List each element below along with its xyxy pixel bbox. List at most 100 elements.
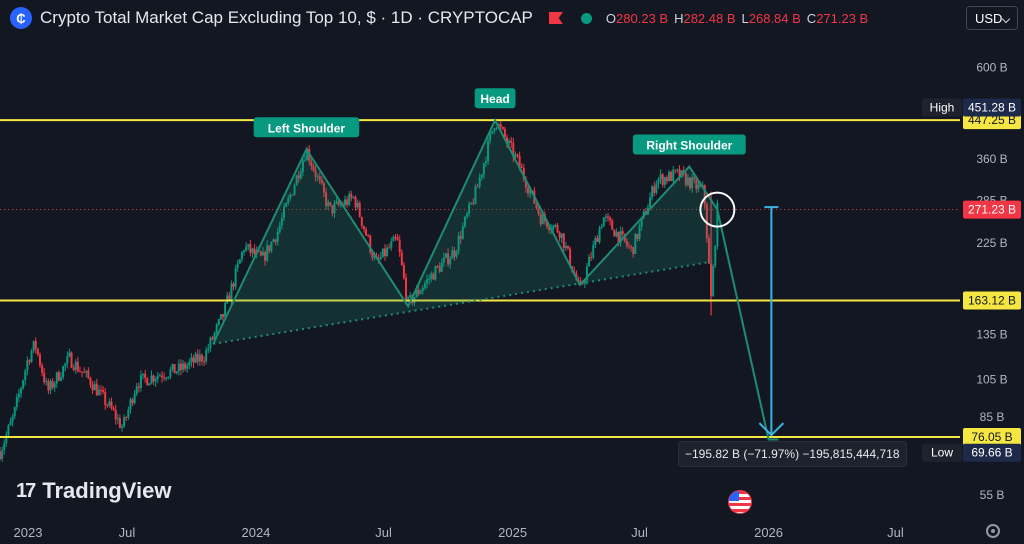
candle-body [32, 340, 35, 352]
candle-body [186, 365, 189, 369]
candle-body [548, 226, 551, 230]
flag-icon[interactable] [548, 12, 563, 24]
level-tag-1-bg [963, 291, 1021, 310]
candle-body [121, 426, 124, 428]
candle-body [335, 201, 338, 204]
x-tick-label: Jul [631, 525, 648, 540]
pattern-label-bg [253, 117, 360, 138]
candle-body [482, 163, 485, 175]
candle-body [674, 169, 677, 171]
candle-body [657, 179, 660, 184]
candle-body [158, 375, 161, 377]
candle-body [28, 360, 31, 362]
ohlc-values: O280.23 B H282.48 B L268.84 B C271.23 B [605, 10, 869, 26]
candle-body [240, 252, 243, 260]
candle-body [360, 216, 363, 227]
candle-body [198, 354, 201, 362]
candle-body [636, 234, 639, 239]
currency-select[interactable]: USD [966, 6, 1018, 30]
candle-body [310, 161, 313, 166]
candle-body [541, 214, 544, 225]
candle-body [293, 185, 296, 195]
candle-body [139, 375, 142, 388]
high-tag: High 451.28 B [922, 98, 1021, 117]
candle-body [45, 381, 48, 383]
candle-body [251, 248, 254, 253]
candle-body [68, 352, 71, 357]
candle-body [226, 295, 229, 303]
x-tick-label: Jul [375, 525, 392, 540]
candle-body [527, 187, 530, 194]
candle-body [266, 245, 269, 261]
candle-body [524, 178, 527, 188]
candle-body [156, 375, 159, 380]
candle-body [691, 177, 694, 189]
candle-body [529, 190, 532, 194]
candle-body [243, 250, 246, 253]
candle-body [274, 239, 277, 242]
candle-body [592, 245, 595, 258]
candle-body [5, 434, 8, 444]
last-price-tag-text: 271.23 B [968, 203, 1016, 217]
candle-body [123, 417, 126, 427]
candle-body [272, 239, 275, 243]
candle-body [373, 256, 376, 258]
candle-body [78, 371, 81, 373]
candle-body [47, 381, 50, 391]
candle-body [539, 213, 542, 225]
candle-body [600, 226, 603, 229]
pattern-label-text: Head [480, 92, 509, 106]
candle-body [200, 354, 203, 362]
candle-body [377, 257, 380, 259]
pattern-label-1: Head [474, 88, 516, 109]
candle-body [678, 169, 681, 178]
candle-body [95, 383, 98, 396]
candle-body [705, 204, 708, 239]
candle-body [3, 443, 6, 451]
market-status-icon [580, 12, 592, 24]
pattern-overlay: Left Shoulder Head Right Shoulder [0, 88, 960, 441]
candle-body [392, 236, 395, 242]
candle-body [127, 409, 130, 418]
candle-body [596, 237, 599, 242]
candle-body [590, 256, 593, 258]
candle-body [663, 177, 666, 185]
candle-body [487, 140, 490, 162]
candle-body [478, 177, 481, 187]
candle-body [152, 375, 155, 382]
y-tick-label: 600 B [976, 61, 1007, 75]
tradingview-mark-icon: 17 [16, 479, 36, 502]
candle-body [165, 377, 168, 379]
pattern-label-text: Right Shoulder [646, 139, 732, 153]
chart-header: ₵ Crypto Total Market Cap Excluding Top … [0, 0, 868, 36]
candle-body [689, 177, 692, 189]
candle-body [301, 160, 304, 172]
candle-body [653, 186, 656, 193]
candle-body [192, 357, 195, 363]
candle-body [396, 237, 399, 241]
candle-body [505, 137, 508, 144]
candle-body [617, 231, 620, 243]
candle-body [169, 369, 172, 377]
candle-body [476, 186, 479, 188]
candle-body [137, 386, 140, 388]
candle-body [253, 248, 256, 255]
candle-body [22, 380, 25, 389]
level-tag-2-text: 76.05 B [971, 430, 1012, 444]
us-economic-event-icon[interactable] [728, 490, 752, 514]
candle-body [55, 372, 58, 384]
candle-body [491, 130, 494, 134]
candle-body [114, 409, 117, 420]
symbol-title[interactable]: Crypto Total Market Cap Excluding Top 10… [40, 8, 533, 27]
candle-body [97, 389, 100, 396]
settings-gear-icon[interactable] [986, 524, 1000, 538]
candle-body [144, 373, 147, 379]
candle-body [499, 124, 502, 128]
candle-body [716, 202, 719, 247]
candle-body [344, 199, 347, 206]
candle-body [329, 202, 332, 206]
candle-body [337, 201, 340, 205]
pattern-label-bg [474, 88, 516, 109]
candle-body [333, 203, 336, 214]
